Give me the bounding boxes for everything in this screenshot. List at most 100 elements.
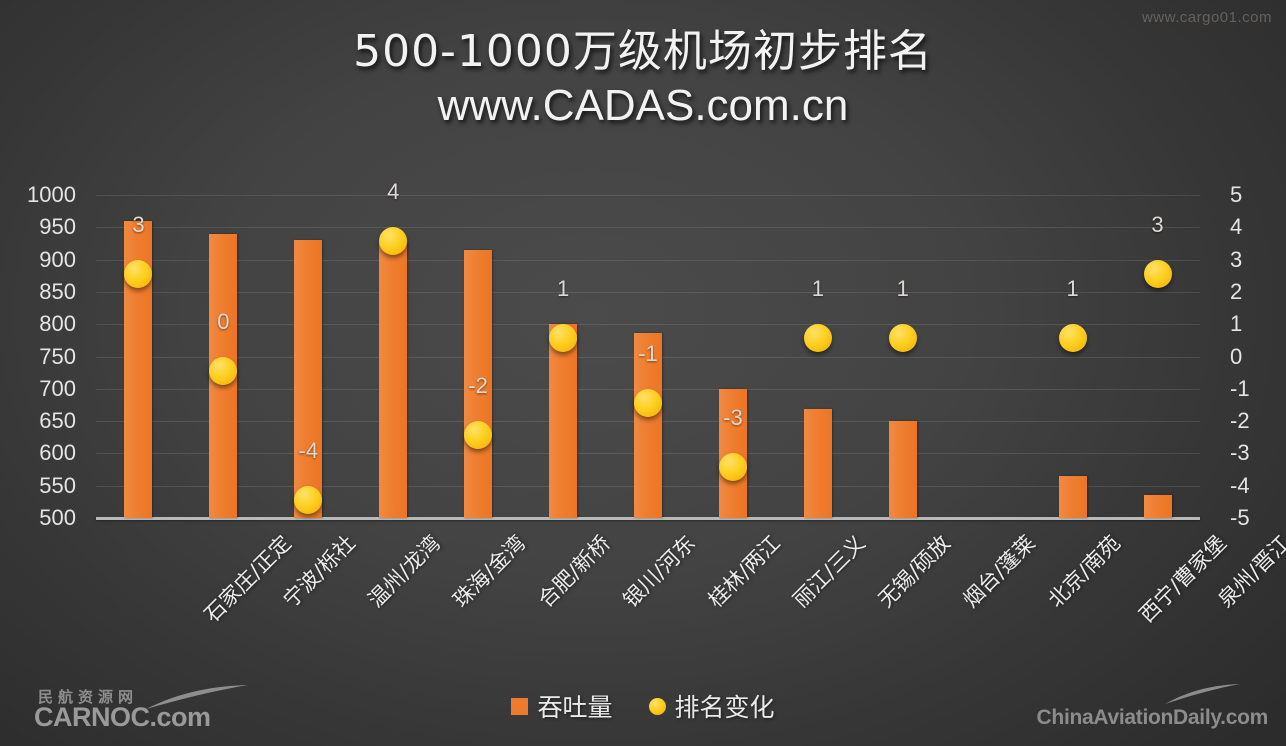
data-label: 1 (556, 276, 570, 302)
y-axis-left-tick: 950 (39, 214, 76, 240)
y-axis-left-tick: 600 (39, 440, 76, 466)
plot-area: 3 0 -4 4 -2 1 -1 -3 1 1 1 3 (96, 179, 1200, 520)
y-axis-right-tick: -4 (1230, 472, 1250, 498)
rank-change-dot[interactable] (1143, 259, 1172, 288)
data-label: -3 (723, 405, 743, 431)
rank-change-dot[interactable] (549, 324, 578, 353)
data-label: 1 (1066, 276, 1079, 302)
y-axis-right-tick: 3 (1230, 246, 1243, 272)
carnoc-domain-label: CARNOC.com (34, 702, 211, 732)
x-axis-label: 烟台/蓬莱 (958, 530, 1040, 613)
y-axis-left-tick: 500 (39, 505, 76, 530)
rank-change-dot[interactable] (718, 453, 747, 482)
gridline (96, 291, 1200, 293)
chart-column[interactable]: 0 (181, 195, 266, 518)
x-axis-label: 石家庄/正定 (200, 530, 297, 628)
rank-change-dot[interactable] (124, 259, 153, 288)
data-label: 1 (896, 276, 909, 302)
x-axis-label: 银川/河东 (618, 530, 700, 613)
rank-change-dot[interactable] (633, 388, 662, 417)
data-label: 3 (1151, 211, 1164, 237)
y-axis-right-tick: 1 (1230, 311, 1243, 337)
x-axis-label: 北京/南苑 (1043, 530, 1125, 613)
legend-item[interactable]: 排名变化 (648, 688, 775, 724)
y-axis-left-tick: 550 (39, 472, 76, 498)
y-axis-right-tick: -5 (1230, 505, 1250, 530)
bar[interactable] (633, 332, 662, 518)
y-axis-right-tick: 4 (1230, 214, 1243, 240)
y-axis-left-tick: 900 (39, 246, 76, 272)
rank-change-dot[interactable] (888, 324, 917, 353)
gridline (96, 227, 1200, 229)
y-axis-left-tick: 800 (39, 311, 76, 337)
rank-change-dot[interactable] (209, 356, 238, 385)
bar[interactable] (1058, 476, 1087, 518)
chart-title: 500-1000万级机场初步排名 (353, 26, 933, 77)
watermark-chinaaviationdaily: ChinaAviationDaily.com (985, 682, 1270, 738)
carnoc-chinese-label: 民航资源网 (38, 688, 139, 706)
y-axis-left-tick: 1000 (27, 182, 76, 207)
chart-column[interactable]: 1 (775, 195, 860, 518)
y-axis-left: 500 550 600 650 700 750 800 850 900 950 1000 (0, 182, 86, 530)
y-axis-right-tick: 2 (1230, 278, 1243, 304)
legend-item[interactable]: 吞吐量 (511, 688, 613, 724)
chart-column[interactable] (945, 195, 1030, 518)
y-axis-right-tick: 5 (1230, 182, 1243, 207)
chart-column[interactable]: 3 (96, 195, 181, 518)
chart-legend: 吞吐量 排名变化 (0, 688, 1286, 724)
data-label: 0 (217, 308, 230, 334)
bar[interactable] (1143, 495, 1172, 518)
watermark-carnoc: 民航资源网 CARNOC.com (22, 684, 272, 740)
bar[interactable] (294, 240, 323, 518)
x-axis-label: 珠海/金湾 (448, 530, 531, 613)
legend-label: 吞吐量 (537, 693, 613, 722)
chart-column[interactable]: -2 (436, 195, 521, 518)
x-axis-label: 西宁/曹家堡 (1134, 530, 1231, 628)
y-axis-left-tick: 700 (39, 375, 76, 401)
chart-title-block: 500-1000万级机场初步排名 www.CADAS.com.cn (0, 24, 1286, 133)
bar[interactable] (888, 421, 917, 518)
x-axis-label: 丽江/三义 (788, 530, 870, 613)
chart-column[interactable]: 1 (860, 195, 945, 518)
x-axis-label: 温州/龙湾 (363, 530, 446, 613)
bar[interactable] (464, 249, 493, 518)
chart-column[interactable]: 4 (351, 179, 436, 518)
chinaaviationdaily-domain-label: ChinaAviationDaily.com (1036, 706, 1269, 729)
rank-change-dot[interactable] (294, 485, 323, 514)
bar[interactable] (379, 243, 408, 518)
x-axis-label: 合肥/新桥 (533, 530, 616, 613)
chart-column[interactable]: -1 (606, 195, 691, 518)
rank-change-dot[interactable] (1058, 324, 1087, 353)
data-label: -4 (298, 437, 319, 463)
chart-column[interactable]: 3 (1115, 195, 1200, 518)
x-axis-label: 桂林/两江 (703, 530, 785, 613)
y-axis-right-tick: -2 (1230, 408, 1250, 434)
rank-change-dot[interactable] (464, 421, 493, 450)
y-axis-right-tick: 0 (1230, 343, 1243, 369)
data-label: -1 (638, 340, 658, 366)
rank-change-dot[interactable] (803, 324, 832, 353)
y-axis-right: -5 -4 -3 -2 -1 0 1 2 3 4 5 (1208, 182, 1268, 530)
gridline (96, 324, 1200, 326)
data-label: 3 (132, 211, 145, 237)
rank-change-dot[interactable] (379, 227, 408, 256)
y-axis-right-tick: -1 (1230, 375, 1250, 401)
data-label: 4 (387, 179, 400, 205)
chart-column[interactable]: 1 (1030, 195, 1115, 518)
gridline (96, 195, 1200, 196)
y-axis-left-tick: 750 (39, 343, 76, 369)
chart-column[interactable]: -4 (266, 195, 351, 518)
legend-label: 排名变化 (674, 693, 775, 722)
x-axis-labels: 石家庄/正定 宁波/栎社 温州/龙湾 珠海/金湾 合肥/新桥 银川/河东 桂林/两江 丽江/三… (96, 522, 1286, 672)
y-axis-left-tick: 650 (39, 408, 76, 434)
bar[interactable] (803, 409, 832, 518)
axis-baseline (96, 517, 1200, 520)
chart-column[interactable]: 1 (521, 195, 606, 518)
x-axis-label: 无锡/硕放 (873, 530, 955, 613)
chart-column[interactable]: -3 (690, 195, 775, 518)
bar[interactable] (549, 324, 578, 518)
data-label: 1 (811, 276, 824, 302)
legend-square-icon (511, 697, 529, 715)
y-axis-right-tick: -3 (1230, 440, 1250, 466)
y-axis-left-tick: 850 (39, 278, 76, 304)
